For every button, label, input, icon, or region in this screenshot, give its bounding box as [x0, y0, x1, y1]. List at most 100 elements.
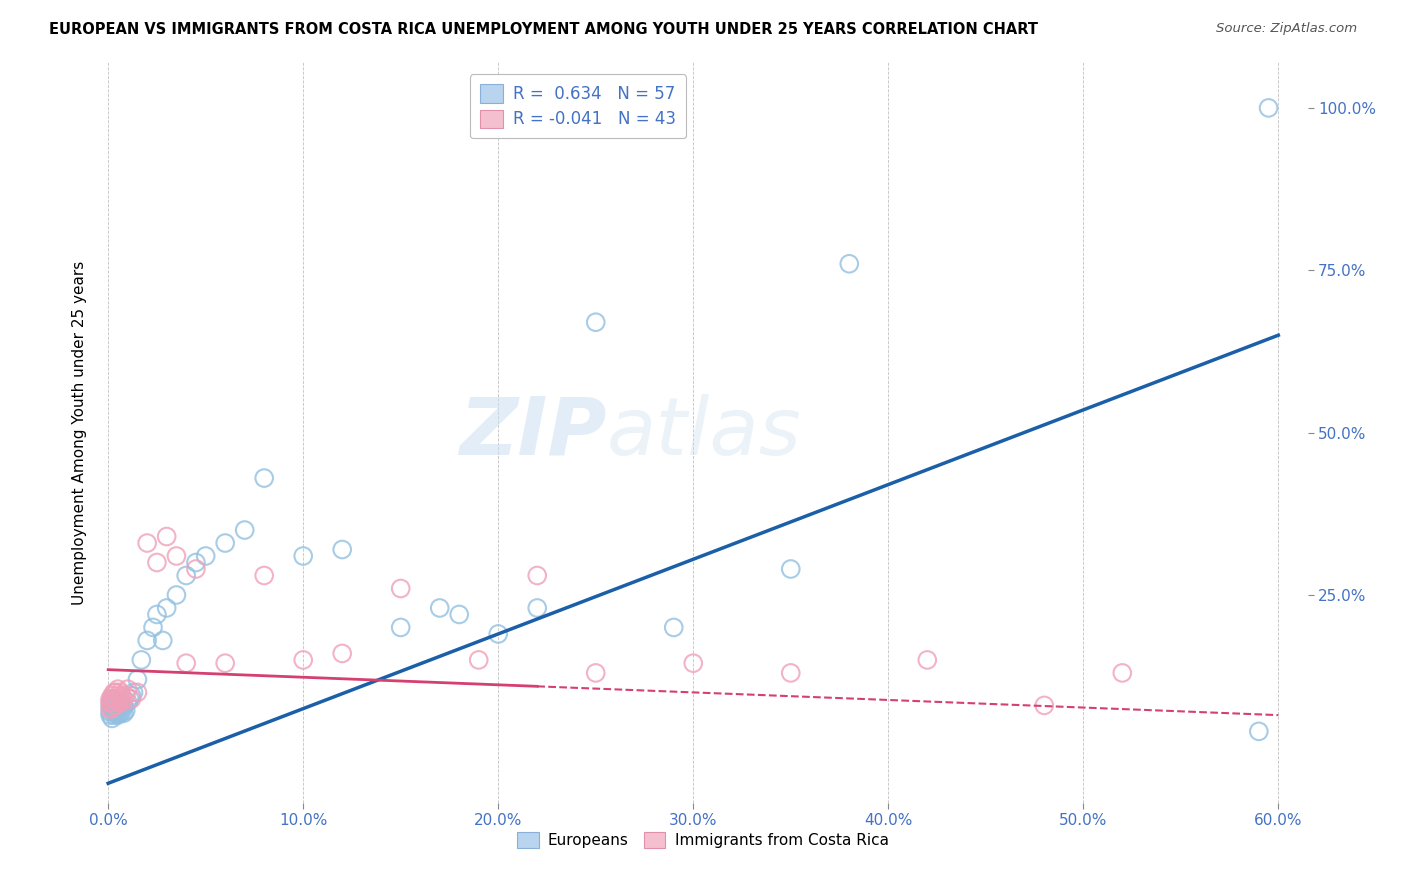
Point [165, 549, 187, 563]
Point [292, 653, 315, 667]
Point [107, 689, 129, 703]
Point [117, 682, 139, 697]
Point [101, 701, 124, 715]
Point [127, 673, 149, 687]
Point [1257, 101, 1279, 115]
Point [98, 692, 121, 706]
Point [108, 692, 131, 706]
Point [98, 701, 121, 715]
Point [142, 620, 165, 634]
Point [292, 549, 315, 563]
Point [108, 695, 131, 709]
Point [467, 653, 489, 667]
Point [104, 698, 127, 713]
Point [111, 689, 134, 703]
Point [107, 705, 129, 719]
Point [121, 689, 143, 703]
Point [136, 536, 159, 550]
Point [779, 665, 801, 680]
Point [253, 471, 276, 485]
Point [152, 633, 174, 648]
Point [1247, 724, 1270, 739]
Point [486, 627, 509, 641]
Point [156, 529, 179, 543]
Point [101, 695, 124, 709]
Point [585, 315, 607, 329]
Point [98, 705, 121, 719]
Point [104, 692, 127, 706]
Point [98, 695, 121, 709]
Point [184, 556, 207, 570]
Point [585, 665, 607, 680]
Point [112, 699, 135, 714]
Point [114, 689, 136, 703]
Point [104, 685, 127, 699]
Point [103, 695, 125, 709]
Point [122, 685, 145, 699]
Legend: Europeans, Immigrants from Costa Rica: Europeans, Immigrants from Costa Rica [512, 825, 894, 855]
Point [184, 562, 207, 576]
Point [779, 562, 801, 576]
Text: ZIP: ZIP [458, 393, 606, 472]
Point [146, 556, 169, 570]
Point [131, 653, 153, 667]
Point [103, 705, 125, 719]
Point [662, 620, 685, 634]
Point [838, 257, 860, 271]
Point [526, 601, 548, 615]
Point [104, 706, 127, 721]
Point [101, 711, 124, 725]
Point [103, 701, 125, 715]
Point [107, 698, 129, 713]
Point [111, 698, 134, 713]
Point [101, 692, 124, 706]
Point [449, 607, 471, 622]
Point [174, 568, 197, 582]
Point [108, 706, 131, 721]
Point [98, 698, 121, 713]
Point [389, 582, 412, 596]
Point [103, 685, 125, 699]
Point [146, 607, 169, 622]
Point [156, 601, 179, 615]
Point [104, 695, 127, 709]
Point [118, 692, 141, 706]
Point [214, 656, 236, 670]
Point [429, 601, 451, 615]
Point [111, 695, 134, 709]
Point [103, 698, 125, 713]
Point [127, 685, 149, 699]
Point [526, 568, 548, 582]
Point [101, 689, 124, 703]
Point [98, 708, 121, 723]
Point [253, 568, 276, 582]
Point [1033, 698, 1056, 713]
Point [1111, 665, 1133, 680]
Point [117, 695, 139, 709]
Point [108, 685, 131, 699]
Point [330, 542, 353, 557]
Point [682, 656, 704, 670]
Point [111, 705, 134, 719]
Point [121, 692, 143, 706]
Point [233, 523, 256, 537]
Point [330, 647, 353, 661]
Point [194, 549, 217, 563]
Point [104, 704, 127, 718]
Point [108, 701, 131, 715]
Point [107, 682, 129, 697]
Point [112, 706, 135, 721]
Point [174, 656, 197, 670]
Point [101, 698, 124, 713]
Point [389, 620, 412, 634]
Point [107, 695, 129, 709]
Point [114, 704, 136, 718]
Point [107, 708, 129, 723]
Point [103, 692, 125, 706]
Point [214, 536, 236, 550]
Text: atlas: atlas [606, 393, 801, 472]
Y-axis label: Unemployment Among Youth under 25 years: Unemployment Among Youth under 25 years [72, 260, 87, 605]
Point [917, 653, 939, 667]
Point [136, 633, 159, 648]
Point [165, 588, 187, 602]
